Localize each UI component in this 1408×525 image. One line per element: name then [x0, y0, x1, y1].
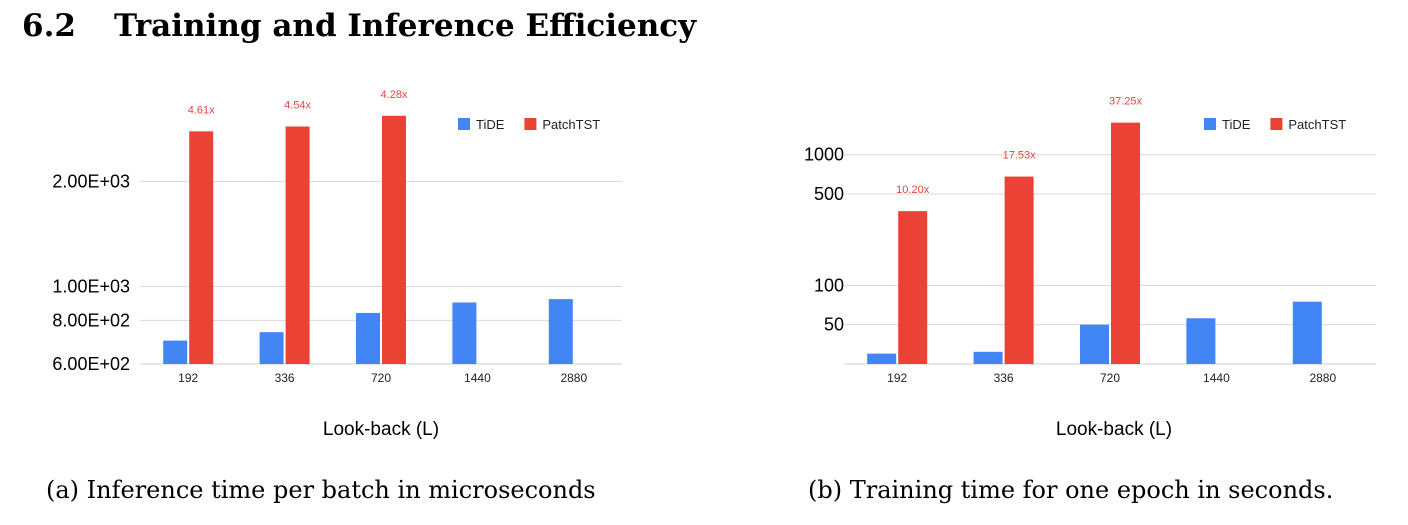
speedup-label: 4.28x: [381, 89, 408, 101]
x-axis-title: Look-back (L): [323, 419, 439, 440]
y-tick-label: 1000: [804, 145, 844, 165]
bar-tide: [163, 340, 188, 364]
speedup-label: 4.61x: [188, 104, 215, 116]
bar-tide: [1080, 324, 1109, 364]
legend-label-tide: TiDE: [1222, 117, 1251, 132]
y-tick-label: 8.00E+02: [52, 310, 130, 330]
legend-swatch-tide: [1204, 118, 1216, 130]
x-tick-label: 720: [1100, 371, 1120, 385]
training-time-chart: 50 100 500 1000 192 10.20x 336 17.53x 720 37.25x 1…: [804, 96, 1376, 440]
bar-tide: [548, 299, 573, 364]
bar-patchtst: [1004, 176, 1034, 364]
speedup-label: 4.54x: [284, 100, 311, 112]
y-tick-label: 6.00E+02: [52, 354, 130, 374]
section-title: Training and Inference Efficiency: [114, 8, 697, 44]
y-tick-label: 100: [814, 275, 844, 295]
x-tick-label: 192: [887, 371, 907, 385]
bar-patchtst: [382, 115, 406, 365]
legend-label-patchtst: PatchTST: [1288, 117, 1346, 132]
bar-patchtst: [285, 126, 310, 364]
x-tick-label: 1440: [1203, 371, 1230, 385]
bar-patchtst: [1111, 122, 1140, 364]
legend-label-patchtst: PatchTST: [542, 117, 600, 132]
y-tick-label: 500: [814, 184, 844, 204]
legend-swatch-patchtst: [1270, 118, 1283, 130]
x-tick-label: 720: [371, 371, 391, 385]
x-tick-label: 336: [994, 371, 1014, 385]
bar-tide: [1186, 318, 1216, 364]
bar-tide: [452, 302, 477, 364]
inference-time-chart: 6.00E+02 8.00E+02 1.00E+03 2.00E+03 192 4.61x…: [52, 89, 622, 440]
bar-tide: [259, 332, 284, 364]
y-tick-label: 1.00E+03: [52, 276, 130, 296]
caption-inference: (a) Inference time per batch in microsec…: [46, 476, 596, 504]
bar-patchtst: [898, 211, 928, 364]
bar-tide: [973, 351, 1003, 364]
bar-tide: [356, 312, 380, 364]
speedup-label: 10.20x: [896, 184, 930, 196]
section-heading: 6.2 Training and Inference Efficiency: [22, 8, 696, 44]
bar-tide: [867, 353, 897, 364]
bar-patchtst: [189, 131, 214, 364]
section-number: 6.2: [22, 8, 76, 44]
caption-training: (b) Training time for one epoch in secon…: [808, 476, 1334, 504]
x-tick-label: 1440: [464, 371, 491, 385]
x-tick-label: 2880: [1309, 371, 1336, 385]
y-tick-label: 50: [824, 315, 844, 335]
legend-label-tide: TiDE: [476, 117, 505, 132]
legend-swatch-patchtst: [524, 118, 537, 130]
x-tick-label: 192: [178, 371, 198, 385]
speedup-label: 17.53x: [1003, 150, 1037, 162]
y-tick-label: 2.00E+03: [52, 171, 130, 191]
bar-tide: [1292, 301, 1322, 364]
x-tick-label: 2880: [560, 371, 587, 385]
x-tick-label: 336: [275, 371, 295, 385]
speedup-label: 37.25x: [1109, 96, 1143, 108]
x-axis-title: Look-back (L): [1056, 419, 1172, 440]
legend-swatch-tide: [458, 118, 470, 130]
